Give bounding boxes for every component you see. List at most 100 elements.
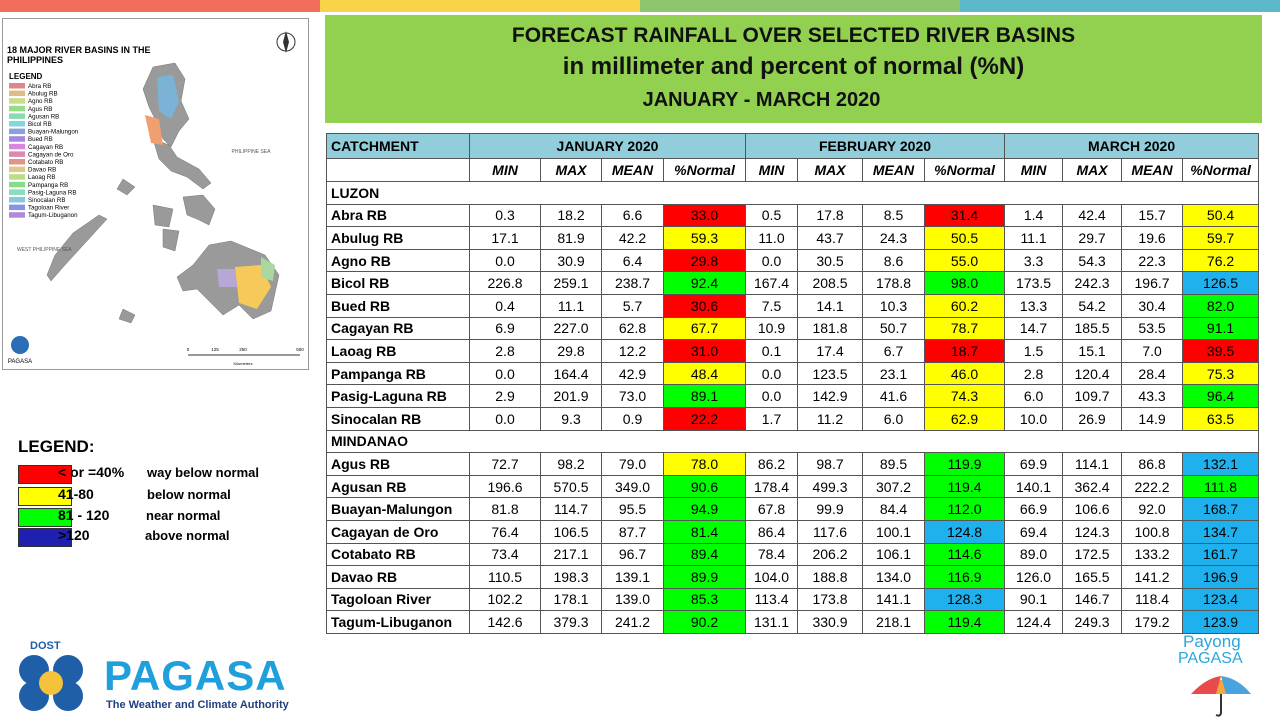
- value-cell: 131.1: [745, 610, 798, 634]
- value-cell: 11.2: [797, 406, 863, 431]
- percent-normal-cell: 82.0: [1182, 293, 1260, 318]
- value-cell: 6.0: [1004, 384, 1064, 408]
- value-cell: 8.5: [862, 203, 925, 228]
- value-cell: 23.1: [862, 361, 925, 386]
- value-cell: 206.2: [797, 542, 863, 567]
- map-legend-label: Cagayan de Oro: [28, 151, 74, 158]
- column-header: MEAN: [601, 158, 664, 182]
- value-cell: 86.2: [745, 452, 798, 476]
- logo-sun: [39, 671, 63, 695]
- tagline: The Weather and Climate Authority: [106, 699, 289, 711]
- section-name: MINDANAO: [325, 429, 1260, 454]
- legend-range: 41-80: [58, 486, 94, 502]
- percent-normal-cell: 94.9: [663, 497, 746, 521]
- value-cell: 259.1: [540, 271, 602, 295]
- percent-normal-cell: 81.4: [663, 519, 746, 544]
- value-cell: 10.9: [745, 316, 798, 341]
- legend-label: near normal: [146, 508, 221, 523]
- value-cell: 181.8: [797, 316, 863, 341]
- title-line: FORECAST RAINFALL OVER SELECTED RIVER BA…: [511, 24, 1076, 47]
- value-cell: 43.7: [797, 226, 863, 250]
- value-cell: 62.8: [601, 316, 664, 341]
- column-header: MIN: [1004, 158, 1064, 182]
- value-cell: 198.3: [540, 565, 602, 589]
- percent-normal-cell: 132.1: [1182, 452, 1260, 476]
- value-cell: 178.8: [862, 271, 925, 295]
- value-cell: 76.4: [469, 519, 541, 544]
- catchment-name: Davao RB: [326, 565, 470, 589]
- catchment-name: Laoag RB: [326, 339, 470, 363]
- value-cell: 11.0: [745, 226, 798, 250]
- data-row: Cagayan de Oro 76.4 106.5 87.7 81.4 86.4 117.6…: [326, 519, 1260, 544]
- catchment-name: Tagum-Libuganon: [326, 610, 470, 634]
- column-header: MAX: [797, 158, 863, 182]
- value-cell: 84.4: [862, 497, 925, 521]
- title-line: JANUARY - MARCH 2020: [642, 89, 881, 111]
- blank-cell: [326, 158, 470, 182]
- scale-labels: 0 125 250 500: [187, 347, 305, 352]
- value-cell: 164.4: [540, 361, 602, 386]
- umbrella: [1191, 676, 1251, 717]
- catchment-name: Pampanga RB: [326, 361, 470, 386]
- value-cell: 106.1: [862, 542, 925, 567]
- column-header: MIN: [469, 158, 541, 182]
- value-cell: 172.5: [1062, 542, 1123, 567]
- catchment-name: Bicol RB: [326, 271, 470, 295]
- value-cell: 124.4: [1004, 610, 1064, 634]
- value-cell: 81.9: [540, 226, 602, 250]
- legend-label: way below normal: [147, 465, 259, 480]
- data-row: Sinocalan RB 0.0 9.3 0.9 22.2 1.7 11.2 6.0 62.9 1…: [326, 406, 1260, 431]
- data-row: Laoag RB 2.8 29.8 12.2 31.0 0.1 17.4 6.7 18.7 1.5…: [326, 339, 1260, 363]
- mindoro: [116, 178, 136, 196]
- value-cell: 87.7: [601, 519, 664, 544]
- value-cell: 120.4: [1062, 361, 1123, 386]
- basin: [145, 115, 163, 145]
- percent-normal-cell: 74.3: [923, 384, 1006, 408]
- value-cell: 1.7: [745, 406, 798, 431]
- percent-normal-cell: 119.4: [923, 474, 1006, 499]
- value-cell: 249.3: [1062, 610, 1123, 634]
- percent-normal-cell: 63.5: [1182, 406, 1260, 431]
- percent-normal-cell: 126.5: [1182, 271, 1260, 295]
- value-cell: 2.8: [469, 339, 541, 363]
- percent-normal-cell: 92.4: [663, 271, 746, 295]
- value-cell: 1.4: [1004, 203, 1064, 228]
- umbrella-panel: [1221, 676, 1251, 694]
- data-row: Abra RB 0.3 18.2 6.6 33.0 0.5 17.8 8.5 31.4 1.4 42…: [326, 203, 1260, 228]
- value-cell: 13.3: [1004, 293, 1064, 318]
- value-cell: 110.5: [469, 565, 541, 589]
- umbrella-panel: [1191, 676, 1221, 694]
- value-cell: 140.1: [1004, 474, 1064, 499]
- column-header: %Normal: [1182, 158, 1260, 182]
- dost-label: DOST: [30, 640, 61, 652]
- map-legend-swatch: [9, 189, 25, 195]
- value-cell: 0.4: [469, 293, 541, 318]
- value-cell: 167.4: [745, 271, 798, 295]
- map-legend-label: Tagum-Libuganon: [28, 212, 78, 219]
- catchment-name: Bued RB: [326, 293, 470, 318]
- value-cell: 42.2: [601, 226, 664, 250]
- value-cell: 570.5: [540, 474, 602, 499]
- map-legend-label: Bicol RB: [28, 121, 52, 128]
- percent-normal-cell: 76.2: [1182, 248, 1260, 273]
- map-legend-label: Pampanga RB: [28, 182, 68, 189]
- pagasa-logo: [19, 655, 83, 711]
- legend-label: below normal: [147, 487, 231, 502]
- percent-normal-cell: 50.4: [1182, 203, 1260, 228]
- value-cell: 96.7: [601, 542, 664, 567]
- map-legend-swatch: [9, 174, 25, 180]
- value-cell: 28.4: [1121, 361, 1184, 386]
- map-legend-label: Agusan RB: [28, 113, 59, 120]
- column-header: %Normal: [663, 158, 746, 182]
- value-cell: 12.2: [601, 339, 664, 363]
- data-row: Cotabato RB 73.4 217.1 96.7 89.4 78.4 206.2 106…: [326, 542, 1260, 567]
- value-cell: 106.5: [540, 519, 602, 544]
- value-cell: 0.0: [469, 406, 541, 431]
- value-cell: 42.9: [601, 361, 664, 386]
- value-cell: 17.8: [797, 203, 863, 228]
- value-cell: 99.9: [797, 497, 863, 521]
- map-legend-swatch: [9, 113, 25, 119]
- map-legend-label: Cagayan RB: [28, 144, 63, 151]
- value-cell: 196.6: [469, 474, 541, 499]
- value-cell: 81.8: [469, 497, 541, 521]
